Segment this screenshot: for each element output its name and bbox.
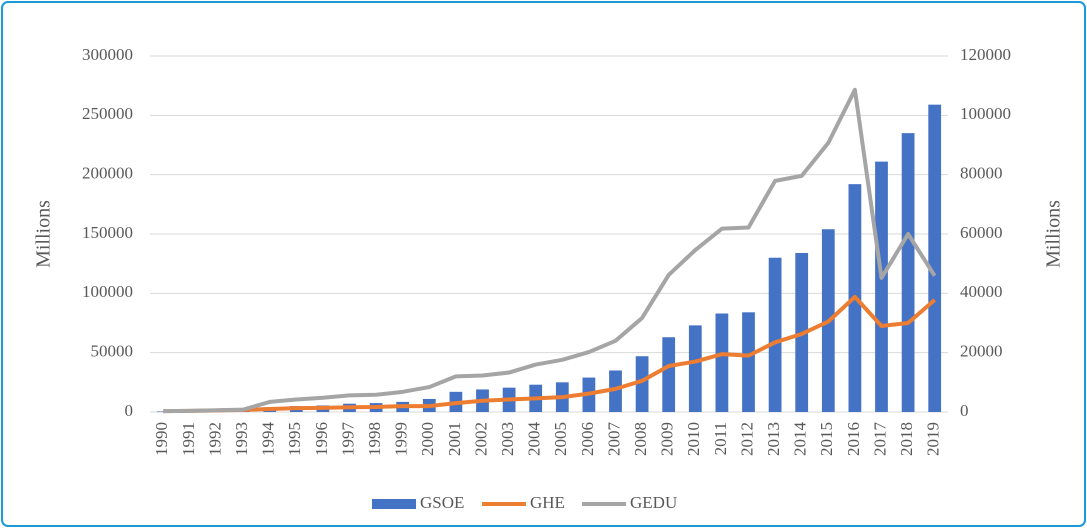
x-tick-label: 1999 bbox=[392, 422, 411, 456]
bar bbox=[635, 356, 649, 412]
y-tick-label: 300000 bbox=[82, 45, 133, 64]
x-tick-label: 2008 bbox=[631, 422, 650, 456]
x-tick-label: 1996 bbox=[312, 422, 331, 456]
x-tick-label: 2002 bbox=[471, 422, 490, 456]
y2-axis-title: Millions bbox=[1043, 200, 1065, 268]
y2-tick-label: 40000 bbox=[960, 282, 1003, 301]
x-tick-label: 2019 bbox=[924, 422, 943, 456]
legend-label: GHE bbox=[530, 493, 565, 512]
bar bbox=[609, 370, 622, 412]
bar bbox=[875, 161, 888, 412]
x-tick-label: 2001 bbox=[445, 422, 464, 456]
x-tick-label: 2016 bbox=[844, 422, 863, 456]
x-tick-label: 2014 bbox=[791, 422, 810, 457]
y-tick-label: 0 bbox=[125, 401, 134, 420]
x-tick-label: 1991 bbox=[179, 422, 198, 456]
x-tick-label: 2003 bbox=[498, 422, 517, 456]
y2-tick-label: 60000 bbox=[960, 223, 1003, 242]
legend-label: GSOE bbox=[420, 493, 464, 512]
y-axis-title: Millions bbox=[33, 200, 55, 268]
bar bbox=[662, 337, 676, 412]
x-tick-label: 2018 bbox=[897, 422, 916, 456]
bar bbox=[156, 411, 170, 412]
bar bbox=[688, 325, 702, 412]
x-tick-label: 2015 bbox=[817, 422, 836, 456]
line bbox=[163, 294, 937, 414]
bar bbox=[742, 312, 755, 412]
x-tick-label: 2009 bbox=[658, 422, 677, 456]
x-tick-label: 1990 bbox=[152, 422, 171, 456]
y-tick-label: 100000 bbox=[82, 282, 133, 301]
y2-tick-label: 0 bbox=[960, 401, 969, 420]
x-tick-label: 1994 bbox=[259, 422, 278, 457]
x-tick-label: 2011 bbox=[711, 422, 730, 455]
bar bbox=[768, 257, 782, 412]
x-tick-label: 2012 bbox=[737, 422, 756, 456]
x-tick-label: 2006 bbox=[578, 422, 597, 456]
x-tick-label: 2017 bbox=[870, 422, 889, 457]
x-tick-label: 2004 bbox=[525, 422, 544, 457]
bar bbox=[928, 104, 942, 413]
x-tick-label: 2007 bbox=[604, 422, 623, 457]
y-tick-label: 150000 bbox=[82, 223, 133, 242]
x-tick-label: 2005 bbox=[551, 422, 570, 456]
x-tick-label: 1997 bbox=[338, 422, 357, 457]
y2-tick-label: 20000 bbox=[960, 342, 1003, 361]
line bbox=[163, 87, 937, 414]
y-tick-label: 250000 bbox=[82, 104, 133, 123]
x-tick-label: 1992 bbox=[205, 422, 224, 456]
x-tick-label: 1993 bbox=[232, 422, 251, 456]
x-tick-label: 2010 bbox=[684, 422, 703, 456]
y2-tick-label: 100000 bbox=[960, 104, 1011, 123]
y-tick-label: 200000 bbox=[82, 164, 133, 183]
x-tick-label: 2013 bbox=[764, 422, 783, 456]
x-tick-label: 2000 bbox=[418, 422, 437, 456]
x-tick-label: 1995 bbox=[285, 422, 304, 456]
legend-label: GEDU bbox=[630, 493, 677, 512]
y2-tick-label: 120000 bbox=[960, 45, 1011, 64]
bar bbox=[901, 133, 915, 412]
bar bbox=[715, 313, 729, 412]
y-tick-label: 50000 bbox=[91, 342, 134, 361]
y2-tick-label: 80000 bbox=[960, 164, 1003, 183]
legend-swatch bbox=[372, 499, 416, 509]
x-tick-label: 1998 bbox=[365, 422, 384, 456]
